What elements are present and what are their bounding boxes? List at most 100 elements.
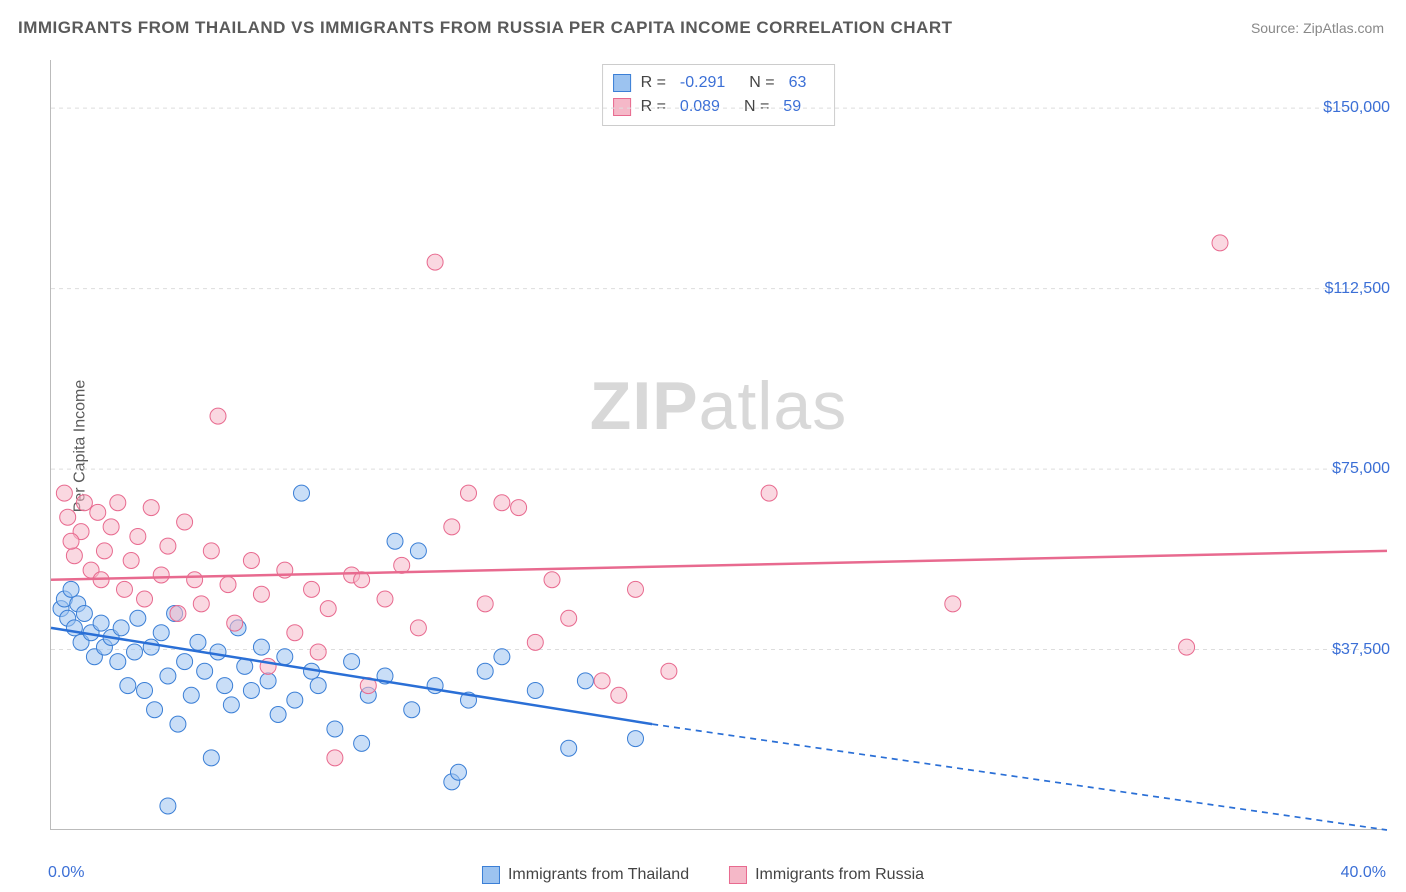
y-tick-label: $112,500 bbox=[1324, 280, 1390, 298]
scatter-point bbox=[243, 682, 259, 698]
scatter-point bbox=[193, 596, 209, 612]
scatter-point bbox=[143, 639, 159, 655]
scatter-point bbox=[170, 605, 186, 621]
scatter-point bbox=[160, 668, 176, 684]
scatter-point bbox=[628, 731, 644, 747]
scatter-point bbox=[287, 625, 303, 641]
scatter-point bbox=[477, 663, 493, 679]
scatter-point bbox=[661, 663, 677, 679]
scatter-point bbox=[203, 543, 219, 559]
scatter-point bbox=[137, 682, 153, 698]
scatter-point bbox=[260, 673, 276, 689]
scatter-point bbox=[66, 548, 82, 564]
scatter-point bbox=[494, 495, 510, 511]
scatter-point bbox=[143, 500, 159, 516]
legend-item-thailand: Immigrants from Thailand bbox=[482, 866, 689, 884]
scatter-point bbox=[494, 649, 510, 665]
scatter-point bbox=[304, 581, 320, 597]
scatter-point bbox=[450, 764, 466, 780]
scatter-point bbox=[177, 654, 193, 670]
scatter-point bbox=[147, 702, 163, 718]
scatter-point bbox=[511, 500, 527, 516]
scatter-point bbox=[127, 644, 143, 660]
scatter-point bbox=[210, 644, 226, 660]
scatter-point bbox=[527, 682, 543, 698]
scatter-point bbox=[611, 687, 627, 703]
scatter-point bbox=[327, 721, 343, 737]
scatter-point bbox=[76, 495, 92, 511]
scatter-point bbox=[130, 610, 146, 626]
scatter-point bbox=[153, 567, 169, 583]
scatter-point bbox=[287, 692, 303, 708]
scatter-point bbox=[294, 485, 310, 501]
scatter-point bbox=[327, 750, 343, 766]
scatter-point bbox=[377, 591, 393, 607]
scatter-point bbox=[220, 577, 236, 593]
scatter-point bbox=[187, 572, 203, 588]
scatter-point bbox=[63, 533, 79, 549]
scatter-point bbox=[404, 702, 420, 718]
scatter-point bbox=[60, 509, 76, 525]
scatter-point bbox=[153, 625, 169, 641]
scatter-point bbox=[197, 663, 213, 679]
scatter-point bbox=[116, 581, 132, 597]
scatter-point bbox=[253, 639, 269, 655]
scatter-point bbox=[203, 750, 219, 766]
legend-label-russia: Immigrants from Russia bbox=[755, 866, 924, 884]
scatter-point bbox=[761, 485, 777, 501]
scatter-point bbox=[354, 735, 370, 751]
scatter-point bbox=[594, 673, 610, 689]
scatter-point bbox=[183, 687, 199, 703]
scatter-point bbox=[444, 519, 460, 535]
scatter-point bbox=[123, 553, 139, 569]
scatter-point bbox=[461, 485, 477, 501]
scatter-point bbox=[427, 254, 443, 270]
scatter-point bbox=[160, 798, 176, 814]
scatter-point bbox=[103, 519, 119, 535]
scatter-point bbox=[577, 673, 593, 689]
y-tick-label: $75,000 bbox=[1332, 460, 1390, 478]
legend-swatch-thailand bbox=[482, 866, 500, 884]
legend-swatch-russia bbox=[729, 866, 747, 884]
chart-title: IMMIGRANTS FROM THAILAND VS IMMIGRANTS F… bbox=[18, 18, 953, 38]
scatter-point bbox=[628, 581, 644, 597]
scatter-point bbox=[243, 553, 259, 569]
scatter-point bbox=[527, 634, 543, 650]
scatter-point bbox=[227, 615, 243, 631]
x-tick-max: 40.0% bbox=[1341, 864, 1386, 882]
scatter-point bbox=[190, 634, 206, 650]
trend-line bbox=[51, 628, 652, 724]
scatter-point bbox=[945, 596, 961, 612]
scatter-point bbox=[56, 485, 72, 501]
scatter-point bbox=[137, 591, 153, 607]
scatter-point bbox=[76, 605, 92, 621]
scatter-point bbox=[90, 504, 106, 520]
scatter-point bbox=[253, 586, 269, 602]
scatter-point bbox=[160, 538, 176, 554]
scatter-point bbox=[310, 644, 326, 660]
scatter-point bbox=[177, 514, 193, 530]
legend-item-russia: Immigrants from Russia bbox=[729, 866, 924, 884]
bottom-legend: Immigrants from Thailand Immigrants from… bbox=[482, 866, 924, 884]
scatter-point bbox=[310, 678, 326, 694]
scatter-point bbox=[210, 408, 226, 424]
plot-area: ZIPatlas R = -0.291 N = 63 R = 0.089 N =… bbox=[50, 60, 1386, 830]
scatter-point bbox=[544, 572, 560, 588]
scatter-point bbox=[344, 654, 360, 670]
scatter-point bbox=[561, 610, 577, 626]
scatter-point bbox=[63, 581, 79, 597]
scatter-point bbox=[120, 678, 136, 694]
scatter-point bbox=[96, 543, 112, 559]
source-label: Source: ZipAtlas.com bbox=[1251, 20, 1384, 36]
scatter-point bbox=[320, 601, 336, 617]
scatter-point bbox=[477, 596, 493, 612]
scatter-point bbox=[1212, 235, 1228, 251]
legend-label-thailand: Immigrants from Thailand bbox=[508, 866, 689, 884]
scatter-point bbox=[410, 543, 426, 559]
scatter-point bbox=[223, 697, 239, 713]
x-tick-min: 0.0% bbox=[48, 864, 84, 882]
scatter-point bbox=[110, 654, 126, 670]
scatter-point bbox=[217, 678, 233, 694]
trend-line-dashed bbox=[652, 724, 1387, 830]
scatter-point bbox=[93, 615, 109, 631]
